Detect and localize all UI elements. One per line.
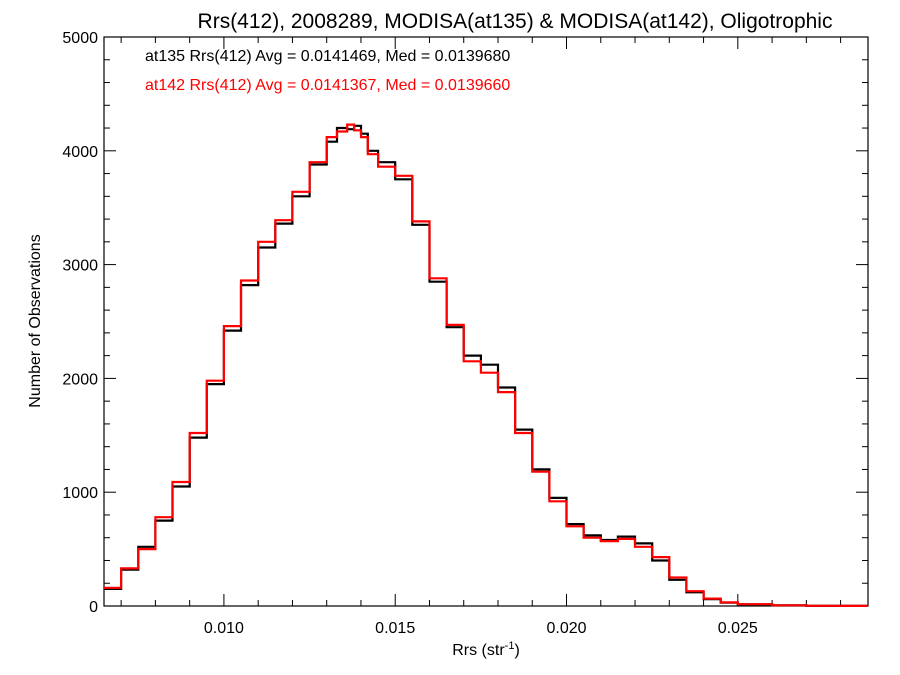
x-axis-label-main: Rrs (str: [452, 642, 505, 659]
x-tick-label: 0.020: [546, 620, 586, 637]
series-at142: [104, 123, 869, 607]
legend-entry-at135: at135 Rrs(412) Avg = 0.0141469, Med = 0.…: [145, 48, 510, 65]
y-tick-label: 3000: [62, 258, 98, 275]
x-tick-label: 0.025: [718, 620, 758, 637]
legend-entry-at142: at142 Rrs(412) Avg = 0.0141367, Med = 0.…: [145, 77, 510, 94]
y-tick-label: 2000: [62, 371, 98, 388]
y-tick-label: 4000: [62, 144, 98, 161]
plot-frame: [103, 36, 869, 607]
series-group: [104, 123, 869, 607]
chart-title: Rrs(412), 2008289, MODISA(at135) & MODIS…: [198, 10, 833, 33]
x-tick-label: 0.010: [204, 620, 244, 637]
x-axis-label: Rrs (str-1): [452, 640, 520, 659]
y-tick-label: 5000: [62, 30, 98, 47]
series-line-at135: [104, 124, 868, 607]
y-tick-label: 1000: [62, 485, 98, 502]
x-tick-label: 0.015: [375, 620, 415, 637]
y-axis-label: Number of Observations: [27, 234, 44, 407]
x-axis-label-end: ): [514, 642, 519, 659]
y-tick-label: 0: [89, 599, 98, 616]
x-axis-label-superscript: -1: [505, 640, 515, 652]
series-at135: [104, 124, 869, 607]
axis-ticks: 0.010 0.015 0.020 0.025 0 1000 2000 3000 4000 500…: [62, 30, 868, 637]
